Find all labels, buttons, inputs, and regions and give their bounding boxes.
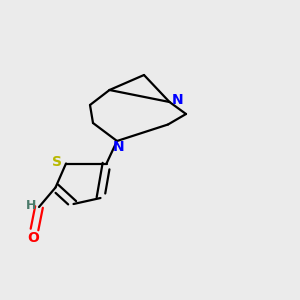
Text: N: N xyxy=(113,140,124,154)
Text: H: H xyxy=(26,199,36,212)
Text: S: S xyxy=(52,155,62,169)
Text: N: N xyxy=(172,94,184,107)
Text: O: O xyxy=(28,232,40,245)
